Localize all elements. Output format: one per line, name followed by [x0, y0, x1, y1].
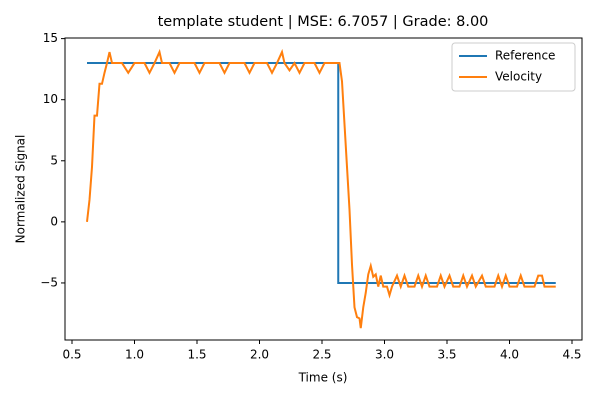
x-tick-label: 2.0 — [250, 348, 269, 362]
y-tick-label: 5 — [50, 153, 58, 167]
x-tick-label: 4.5 — [562, 348, 581, 362]
x-tick-label: 2.5 — [312, 348, 331, 362]
line-series — [86, 48, 556, 329]
y-tick-label: 0 — [50, 214, 58, 228]
plot-frame — [64, 37, 583, 341]
x-tick-label: 3.0 — [375, 348, 394, 362]
x-tick-label: 4.0 — [500, 348, 519, 362]
legend-label: Velocity — [495, 70, 542, 84]
y-tick-label: 10 — [43, 92, 58, 106]
chart-title: template student | MSE: 6.7057 | Grade: … — [158, 14, 489, 30]
x-axis-label: Time (s) — [298, 371, 348, 385]
y-tick-label: −5 — [40, 275, 58, 289]
x-tick-label: 1.5 — [187, 348, 206, 362]
y-axis-label: Normalized Signal — [14, 135, 28, 244]
x-tick-label: 1.0 — [125, 348, 144, 362]
x-tick-label: 0.5 — [62, 348, 81, 362]
legend-label: Reference — [495, 49, 555, 63]
y-tick-label: 15 — [43, 31, 58, 45]
x-tick-label: 3.5 — [437, 348, 456, 362]
